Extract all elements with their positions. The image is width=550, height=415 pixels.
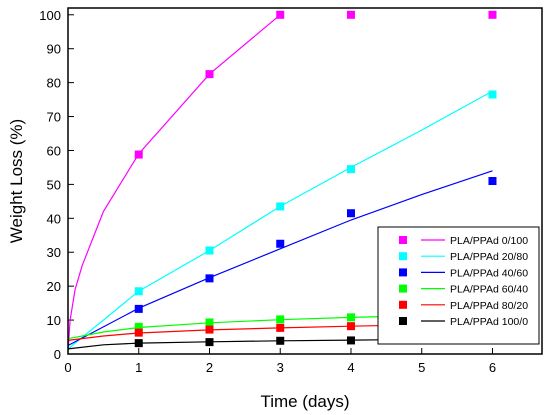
data-point-pla-ppad-100-0 — [276, 336, 285, 345]
data-point-pla-ppad-80-20 — [346, 322, 355, 331]
legend-label-pla-ppad-40-60: PLA/PPAd 40/60 — [450, 267, 528, 279]
legend-label-pla-ppad-0-100: PLA/PPAd 0/100 — [450, 235, 528, 247]
data-point-pla-ppad-20-80 — [346, 165, 355, 174]
x-tick-label: 2 — [206, 360, 213, 375]
data-point-pla-ppad-60-40 — [134, 322, 143, 331]
data-point-pla-ppad-20-80 — [134, 287, 143, 296]
data-point-pla-ppad-0-100 — [134, 150, 143, 159]
data-point-pla-ppad-0-100 — [205, 70, 214, 79]
y-tick-label: 40 — [47, 211, 61, 226]
legend-marker-pla-ppad-20-80 — [399, 252, 407, 261]
data-point-pla-ppad-40-60 — [134, 304, 143, 313]
data-point-pla-ppad-0-100 — [346, 10, 355, 19]
y-axis-label: Weight Loss (%) — [7, 119, 26, 243]
legend-label-pla-ppad-100-0: PLA/PPAd 100/0 — [450, 316, 528, 328]
legend-marker-pla-ppad-100-0 — [399, 317, 407, 325]
legend-marker-pla-ppad-0-100 — [399, 236, 407, 244]
data-point-pla-ppad-100-0 — [205, 338, 214, 347]
data-point-pla-ppad-100-0 — [346, 336, 355, 345]
x-tick-label: 3 — [277, 360, 284, 375]
x-tick-label: 6 — [489, 360, 496, 375]
data-point-pla-ppad-80-20 — [276, 323, 285, 332]
y-tick-label: 70 — [47, 110, 61, 125]
legend-marker-pla-ppad-40-60 — [399, 268, 407, 277]
data-point-pla-ppad-40-60 — [488, 177, 497, 185]
data-point-pla-ppad-20-80 — [488, 90, 497, 99]
legend-label-pla-ppad-20-80: PLA/PPAd 20/80 — [450, 251, 528, 263]
data-point-pla-ppad-0-100 — [276, 10, 285, 19]
y-tick-label: 60 — [47, 143, 61, 158]
plot-area-frame — [67, 7, 543, 355]
x-tick-label: 5 — [418, 360, 425, 375]
legend-marker-pla-ppad-80-20 — [399, 300, 407, 309]
y-tick-label: 100 — [39, 8, 61, 23]
data-point-pla-ppad-100-0 — [134, 339, 143, 348]
data-point-pla-ppad-80-20 — [205, 325, 214, 334]
data-point-pla-ppad-80-20 — [134, 328, 143, 337]
x-tick-label: 4 — [347, 360, 354, 375]
y-tick-label: 50 — [47, 177, 61, 192]
y-tick-label: 30 — [47, 245, 61, 260]
y-tick-label: 80 — [47, 76, 61, 91]
data-point-pla-ppad-60-40 — [276, 315, 285, 324]
y-tick-label: 10 — [47, 313, 61, 328]
legend: PLA/PPAd 0/100 PLA/PPAd 20/80 PLA/PPAd 40/… — [377, 226, 540, 345]
fit-line-pla-ppad-40-60 — [67, 170, 493, 347]
data-point-pla-ppad-40-60 — [205, 274, 214, 283]
y-tick-label: 20 — [47, 279, 61, 294]
y-tick-label: 0 — [54, 347, 61, 362]
data-point-pla-ppad-20-80 — [205, 246, 214, 255]
x-axis-label: Time (days) — [260, 392, 349, 411]
data-point-pla-ppad-40-60 — [276, 239, 285, 248]
data-point-pla-ppad-20-80 — [276, 202, 285, 211]
data-point-pla-ppad-60-40 — [346, 313, 355, 322]
fit-line-pla-ppad-0-100 — [67, 14, 281, 353]
x-tick-label: 0 — [64, 360, 71, 375]
legend-label-pla-ppad-80-20: PLA/PPAd 80/20 — [450, 300, 528, 312]
data-point-pla-ppad-0-100 — [488, 10, 497, 19]
fit-line-pla-ppad-20-80 — [67, 90, 493, 350]
data-point-pla-ppad-40-60 — [346, 209, 355, 218]
y-tick-label: 90 — [47, 42, 61, 57]
legend-label-pla-ppad-60-40: PLA/PPAd 60/40 — [450, 284, 528, 296]
data-points — [134, 10, 497, 348]
x-tick-label: 1 — [135, 360, 142, 375]
data-point-pla-ppad-60-40 — [205, 318, 214, 327]
legend-marker-pla-ppad-60-40 — [399, 284, 407, 293]
